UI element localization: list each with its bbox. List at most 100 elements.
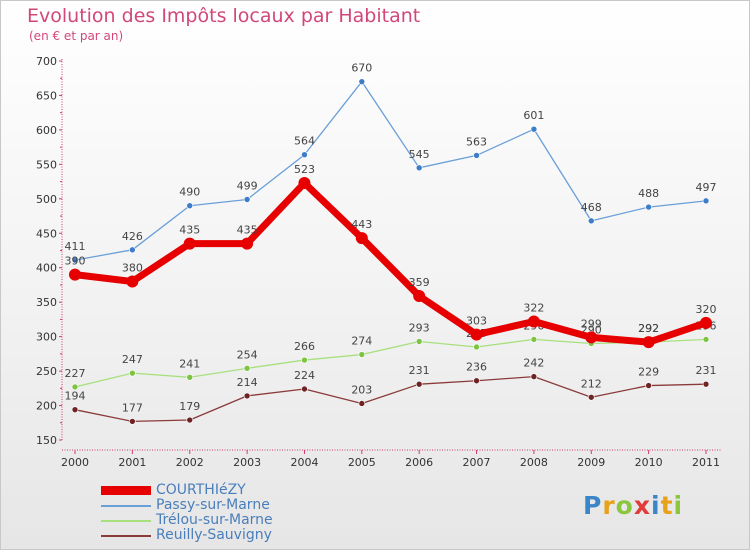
x-tick-label: 2007 [463, 456, 491, 469]
data-label: 299 [581, 317, 602, 330]
data-point [243, 196, 251, 203]
data-point [470, 328, 483, 341]
data-label: 563 [466, 135, 487, 148]
data-point [129, 418, 136, 425]
data-point [530, 336, 538, 343]
data-point [585, 331, 598, 344]
data-label: 523 [294, 163, 315, 176]
data-label: 254 [237, 348, 258, 361]
x-tick-label: 2005 [348, 456, 376, 469]
data-point [243, 392, 251, 400]
y-tick-label: 550 [36, 158, 57, 171]
y-tick-label: 650 [36, 89, 57, 102]
x-tick-label: 2004 [290, 456, 318, 469]
chart-subtitle: (en € et par an) [29, 29, 124, 43]
x-tick-label: 2009 [577, 456, 605, 469]
data-label: 266 [294, 340, 315, 353]
data-point [358, 400, 366, 407]
data-label: 231 [409, 364, 430, 377]
data-point [186, 416, 194, 424]
data-point [301, 385, 308, 393]
y-tick-label: 300 [36, 331, 57, 344]
data-label: 670 [351, 62, 372, 75]
x-tick-label: 2001 [118, 456, 146, 469]
data-label: 564 [294, 135, 315, 148]
data-label: 490 [179, 186, 200, 199]
legend-label: Passy-sur-Marne [156, 497, 270, 513]
y-tick-label: 700 [36, 55, 57, 68]
legend-label: Reuilly-Sauvigny [156, 527, 272, 543]
proxiti-logo: Proxiti [583, 491, 683, 520]
data-label: 247 [122, 353, 143, 366]
data-point [358, 78, 366, 85]
data-point [527, 315, 540, 328]
data-label: 426 [122, 230, 143, 243]
data-label: 229 [638, 366, 659, 379]
data-label: 411 [65, 240, 86, 253]
x-tick-label: 2002 [176, 456, 204, 469]
chart-title: Evolution des Impôts locaux par Habitant [27, 5, 421, 27]
data-point [415, 338, 423, 345]
logo-letter: r [602, 491, 616, 520]
legend-item: Passy-sur-Marne [101, 498, 273, 513]
y-tick-label: 600 [36, 124, 57, 137]
legend-item: Reuilly-Sauvigny [101, 528, 273, 543]
y-tick-label: 400 [36, 262, 57, 275]
data-label: 177 [122, 401, 143, 414]
x-tick-label: 2008 [520, 456, 548, 469]
x-tick-label: 2006 [405, 456, 433, 469]
data-point [530, 125, 538, 133]
legend-item: Trélou-sur-Marne [101, 513, 273, 528]
data-point [702, 380, 710, 388]
x-tick-label: 2011 [692, 456, 720, 469]
data-point [129, 369, 136, 377]
data-label: 242 [523, 357, 544, 370]
data-point [415, 164, 423, 172]
legend-label: Trélou-sur-Marne [156, 512, 273, 528]
data-point [129, 246, 136, 254]
y-tick-label: 200 [36, 400, 57, 413]
logo-letter: t [660, 491, 674, 520]
data-point [587, 393, 595, 401]
data-point [587, 217, 595, 225]
data-label: 194 [65, 390, 86, 403]
data-label: 227 [65, 367, 86, 380]
data-point [700, 316, 712, 329]
data-label: 468 [581, 201, 602, 214]
y-tick-label: 150 [36, 434, 57, 447]
data-label: 214 [237, 376, 258, 389]
legend-swatch [101, 519, 151, 522]
data-point [645, 203, 652, 211]
data-point [642, 336, 655, 349]
series-line-Trélou-sur-Marne [74, 338, 707, 388]
x-tick-label: 2010 [635, 456, 663, 469]
line-chart: 150 200 250 300 350 400 450 500 550 600 650 700 2000… [36, 55, 721, 469]
data-point [298, 176, 311, 189]
data-point [702, 197, 710, 205]
data-point [473, 152, 480, 159]
data-label: 179 [179, 400, 200, 413]
data-point [69, 268, 81, 281]
logo-letter: x [633, 491, 651, 520]
data-label: 274 [351, 335, 372, 348]
data-point [530, 373, 538, 380]
data-label: 241 [179, 357, 200, 370]
data-point [645, 382, 652, 389]
logo-letter: P [583, 491, 603, 520]
data-label: 497 [696, 181, 717, 194]
x-tick-label: 2003 [233, 456, 261, 469]
data-label: 435 [237, 224, 258, 237]
data-label: 236 [466, 361, 487, 374]
data-label: 380 [122, 262, 143, 275]
chart-legend: COURTHIéZY Passy-sur-Marne Trélou-sur-Marn… [101, 483, 273, 543]
data-label: 545 [409, 148, 430, 161]
data-point [243, 365, 251, 372]
data-point [126, 275, 139, 288]
data-label: 390 [65, 255, 86, 268]
data-point [71, 256, 79, 264]
data-point [301, 356, 308, 364]
data-label: 292 [638, 322, 659, 335]
data-point [71, 383, 79, 391]
legend-item: COURTHIéZY [101, 483, 273, 498]
